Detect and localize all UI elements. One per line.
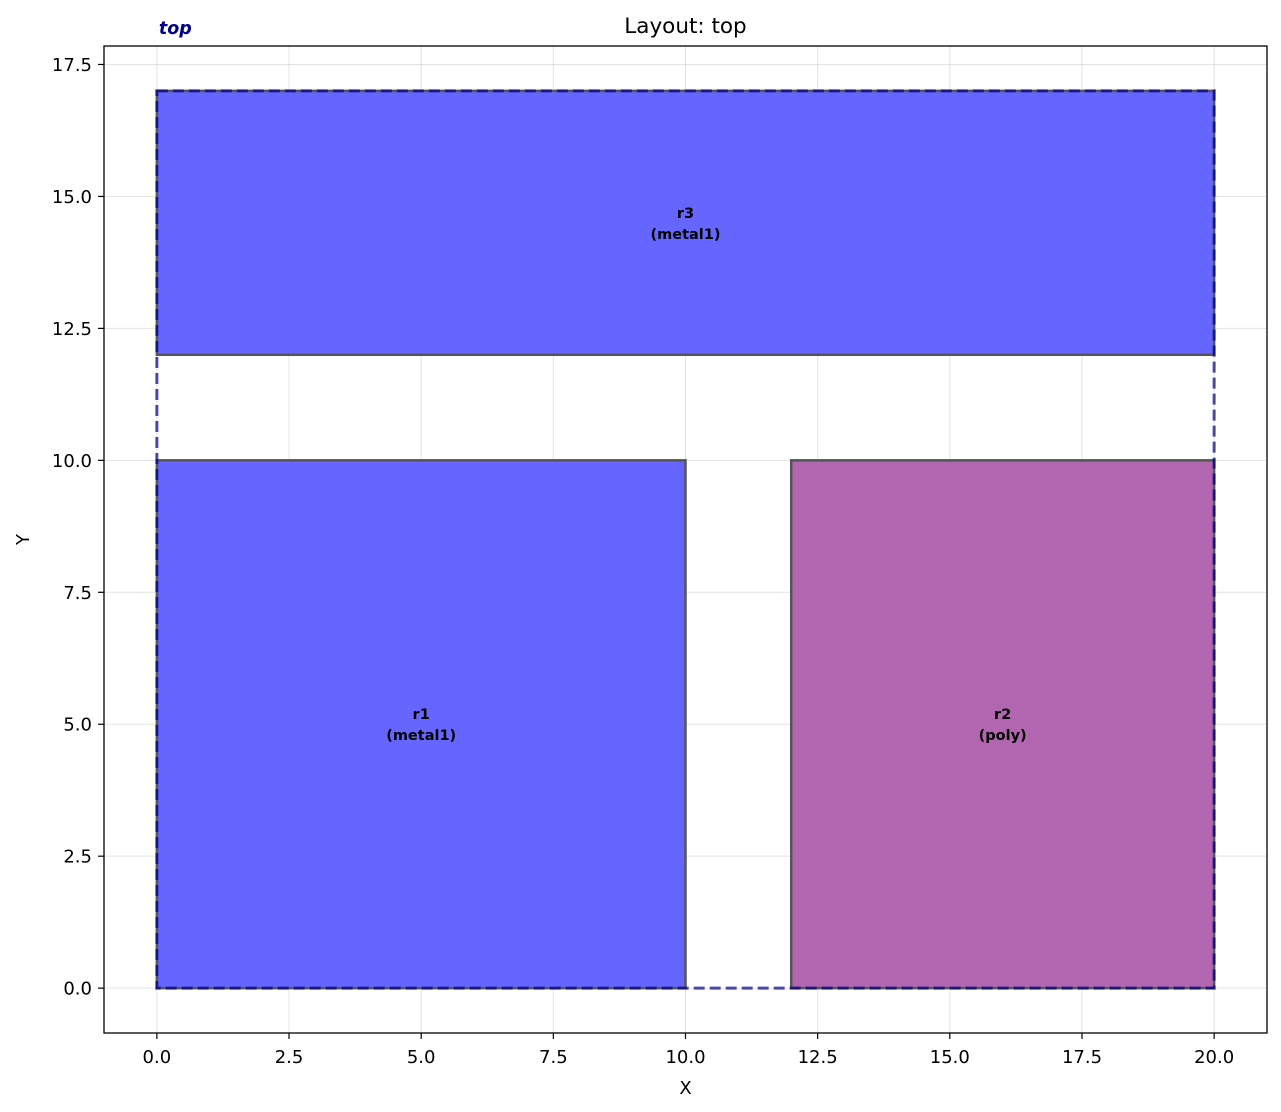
layout-rect-r3 xyxy=(155,89,1216,357)
cell-outline-group: top xyxy=(155,19,1216,990)
y-tick-label: 5.0 xyxy=(63,715,92,736)
x-axis-label: X xyxy=(679,1078,691,1099)
axis-ticks: 0.0 2.5 5.0 7.5 10.0 12.5 15.0 17.5 20.0 0.0 2.5 5.… xyxy=(52,55,1234,1068)
chart-title: Layout: top xyxy=(624,14,746,39)
layout-rectangles xyxy=(155,89,1216,990)
y-tick-label: 17.5 xyxy=(52,55,92,76)
y-tick-label: 7.5 xyxy=(63,583,92,604)
x-tick-label: 7.5 xyxy=(539,1047,568,1068)
cell-outline-top xyxy=(155,89,1216,990)
y-tick-label: 0.0 xyxy=(63,979,92,1000)
rect-label-r3-name: r3 xyxy=(677,206,694,222)
x-tick-label: 20.0 xyxy=(1194,1047,1234,1068)
rect-label-r1-name: r1 xyxy=(413,707,430,723)
layout-rect-r2 xyxy=(789,459,1216,990)
x-tick-label: 10.0 xyxy=(665,1047,705,1068)
x-tick-label: 0.0 xyxy=(143,1047,172,1068)
x-tick-label: 15.0 xyxy=(930,1047,970,1068)
rect-label-r2-name: r2 xyxy=(994,707,1011,723)
y-tick-label: 2.5 xyxy=(63,847,92,868)
x-tick-label: 2.5 xyxy=(275,1047,304,1068)
y-axis-label: Y xyxy=(13,533,34,546)
rectangle-labels: r1 (metal1) r2 (poly) r3 (metal1) xyxy=(386,206,1027,744)
y-tick-label: 10.0 xyxy=(52,451,92,472)
x-tick-label: 17.5 xyxy=(1062,1047,1102,1068)
rect-label-r3-layer: (metal1) xyxy=(651,227,721,243)
y-tick-label: 12.5 xyxy=(52,319,92,340)
x-tick-label: 12.5 xyxy=(798,1047,838,1068)
rect-label-r1-layer: (metal1) xyxy=(386,728,456,744)
rect-label-r2-layer: (poly) xyxy=(979,728,1027,744)
x-tick-label: 5.0 xyxy=(407,1047,436,1068)
layout-rect-r1 xyxy=(155,459,687,990)
y-tick-label: 15.0 xyxy=(52,187,92,208)
cell-name-label: top xyxy=(159,19,192,39)
